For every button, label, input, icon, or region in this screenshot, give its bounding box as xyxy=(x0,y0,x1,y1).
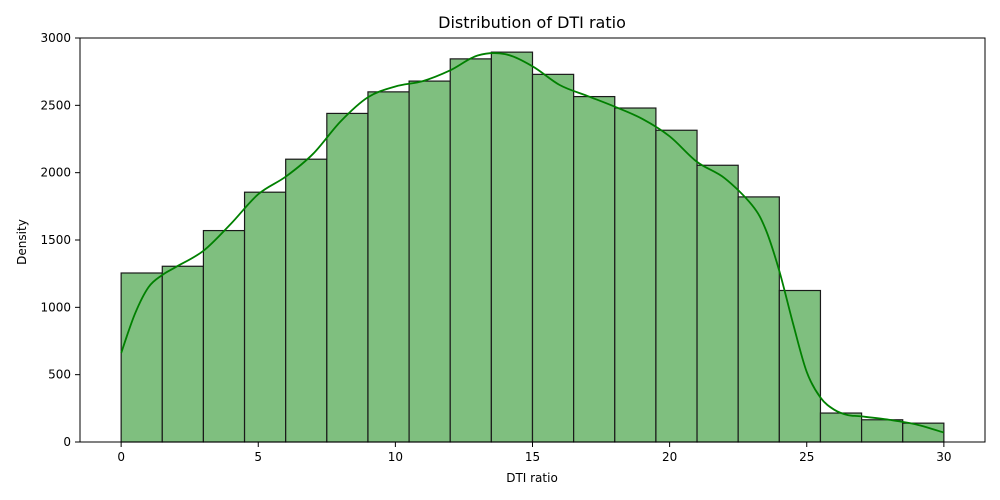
histogram-bar xyxy=(614,107,657,443)
histogram-bar xyxy=(860,419,904,443)
y-axis-label: Density xyxy=(15,219,29,265)
y-tick-label: 1500 xyxy=(40,233,71,247)
histogram-bar xyxy=(778,289,822,443)
histogram-bar xyxy=(243,191,287,443)
histogram-bar xyxy=(161,265,205,443)
histogram-bar xyxy=(819,412,863,443)
histogram-bar xyxy=(120,272,163,443)
x-axis-label: DTI ratio xyxy=(506,471,558,485)
y-tick-label: 2000 xyxy=(40,166,71,180)
histogram-bar xyxy=(202,229,246,443)
y-tick-label: 500 xyxy=(48,368,71,382)
histogram-bar xyxy=(573,95,616,443)
histogram-bar xyxy=(285,158,328,443)
kde-group xyxy=(120,52,945,434)
y-tick-label: 2500 xyxy=(40,98,71,112)
y-tick-label: 0 xyxy=(63,435,71,449)
kde-line xyxy=(120,52,945,434)
histogram-bar xyxy=(490,51,534,443)
plot-frame xyxy=(79,37,986,443)
x-tick-label: 15 xyxy=(525,450,540,464)
y-tick-label: 3000 xyxy=(40,31,71,45)
y-tick-label: 1000 xyxy=(40,300,71,314)
y-axis: 0 500 1000 1500 2000 2500 3000 xyxy=(40,31,80,449)
x-axis: 0 5 10 15 20 25 30 xyxy=(117,442,952,464)
histogram-bar xyxy=(737,196,780,443)
histogram-bar xyxy=(696,164,739,443)
chart-title: Distribution of DTI ratio xyxy=(438,13,626,32)
x-tick-label: 25 xyxy=(799,450,814,464)
x-tick-label: 30 xyxy=(936,450,951,464)
histogram-bar xyxy=(367,91,410,443)
x-tick-label: 10 xyxy=(388,450,403,464)
x-tick-label: 5 xyxy=(254,450,262,464)
histogram-bar xyxy=(531,73,575,443)
histogram-bar xyxy=(449,58,492,443)
histogram-bar xyxy=(326,112,369,443)
x-tick-label: 20 xyxy=(662,450,677,464)
bars-group xyxy=(120,51,945,443)
histogram-bar xyxy=(655,129,698,443)
x-tick-label: 0 xyxy=(117,450,125,464)
histogram-bar xyxy=(408,80,451,443)
